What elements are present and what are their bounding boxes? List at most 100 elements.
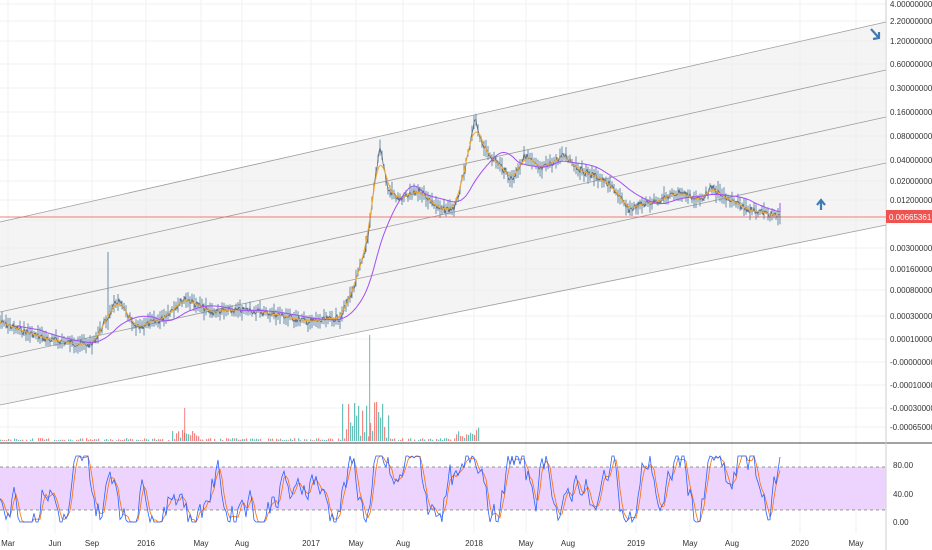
price-tick-label: 0.00300000 <box>890 244 932 253</box>
volume-bar <box>300 440 302 441</box>
volume-bar <box>142 440 144 441</box>
volume-bar <box>436 439 438 441</box>
volume-bar <box>180 437 182 441</box>
oscillator-tick-label: 80.00 <box>893 461 914 470</box>
time-tick-label: Aug <box>725 539 739 548</box>
volume-bar <box>214 438 216 441</box>
volume-bar <box>272 438 274 441</box>
volume-bar <box>352 426 354 441</box>
annotation-arrows <box>816 28 881 210</box>
time-tick-label: Aug <box>561 539 575 548</box>
volume-bar <box>112 439 114 441</box>
volume-bar <box>242 438 244 441</box>
volume-bar <box>232 438 234 441</box>
volume-bar <box>2 440 4 441</box>
volume-bar <box>338 438 340 441</box>
volume-bar <box>82 438 84 441</box>
volume-bar <box>62 439 64 441</box>
channel-line <box>0 21 887 223</box>
volume-bar <box>394 438 396 441</box>
volume-bar <box>42 438 44 441</box>
oscillator-tick-label: 40.00 <box>893 490 914 499</box>
volume-bar <box>120 439 122 441</box>
volume-bar <box>174 439 176 441</box>
volume-bar <box>324 440 326 441</box>
volume-bar <box>22 439 24 441</box>
volume-bar <box>238 439 240 441</box>
price-tick-label: 0.60000000 <box>890 60 932 69</box>
volume-bar <box>428 439 430 441</box>
volume-bar <box>288 440 290 441</box>
volume-bar <box>96 439 98 441</box>
volume-bar <box>408 438 410 441</box>
price-tick-label: 2.20000000 <box>890 17 932 26</box>
time-tick-label: May <box>848 539 863 548</box>
time-tick-label: May <box>518 539 533 548</box>
volume-bar <box>40 438 42 441</box>
down-arrow <box>870 28 881 41</box>
volume-bar <box>432 439 434 441</box>
volume-bar <box>320 440 322 441</box>
volume-bar <box>298 438 300 441</box>
volume-bar <box>136 439 138 441</box>
volume-bar <box>458 431 460 441</box>
stochastic-oscillator <box>0 454 886 524</box>
volume-bar <box>460 436 462 441</box>
volume-bar <box>400 439 402 441</box>
volume-bar <box>374 402 376 441</box>
volume-bar <box>312 440 314 441</box>
regression-channel <box>0 21 887 406</box>
price-tick-label: 1.20000000 <box>890 37 932 46</box>
volume-bar <box>0 439 2 441</box>
volume-bar <box>4 440 6 441</box>
volume-bar <box>456 434 458 441</box>
volume-bar <box>176 433 178 441</box>
volume-bar <box>70 439 72 441</box>
volume-bars <box>0 335 480 441</box>
volume-bar <box>234 438 236 441</box>
time-tick-label: 2017 <box>302 539 320 548</box>
volume-bar <box>450 439 452 441</box>
volume-bar <box>358 405 360 441</box>
volume-bar <box>380 417 382 441</box>
volume-bar <box>38 438 40 441</box>
volume-bar <box>152 438 154 441</box>
volume-bar <box>466 434 468 441</box>
volume-bar <box>368 436 370 441</box>
price-tick-label: -0.00000000 <box>890 358 932 367</box>
volume-bar <box>148 439 150 441</box>
volume-bar <box>442 440 444 441</box>
volume-bar <box>54 439 56 441</box>
volume-bar <box>154 438 156 441</box>
volume-bar <box>286 439 288 441</box>
volume-bar <box>130 438 132 441</box>
price-tick-label: 0.00160000 <box>890 265 932 274</box>
volume-bar <box>420 439 422 441</box>
volume-bar <box>128 439 130 441</box>
volume-bar <box>390 438 392 441</box>
volume-bar <box>384 427 386 441</box>
volume-bar <box>94 439 96 441</box>
volume-bar <box>370 423 372 441</box>
volume-bar <box>240 439 242 441</box>
oscillator-tick-label: 0.00 <box>893 518 909 527</box>
volume-bar <box>188 434 190 441</box>
volume-bar <box>44 439 46 441</box>
time-tick-label: Jun <box>49 539 62 548</box>
volume-bar <box>58 440 60 441</box>
up-arrow <box>816 198 826 210</box>
volume-bar <box>446 438 448 441</box>
volume-bar <box>48 438 50 441</box>
volume-bar <box>90 439 92 441</box>
volume-bar <box>284 440 286 441</box>
volume-bar <box>360 435 362 441</box>
volume-bar <box>290 438 292 441</box>
volume-bar <box>342 403 344 441</box>
time-tick-label: Mar <box>1 539 15 548</box>
volume-bar <box>184 408 186 441</box>
volume-bar <box>222 440 224 441</box>
volume-bar <box>144 438 146 441</box>
volume-bar <box>252 438 254 441</box>
current-price-tag: 0.00665361 <box>886 210 932 223</box>
